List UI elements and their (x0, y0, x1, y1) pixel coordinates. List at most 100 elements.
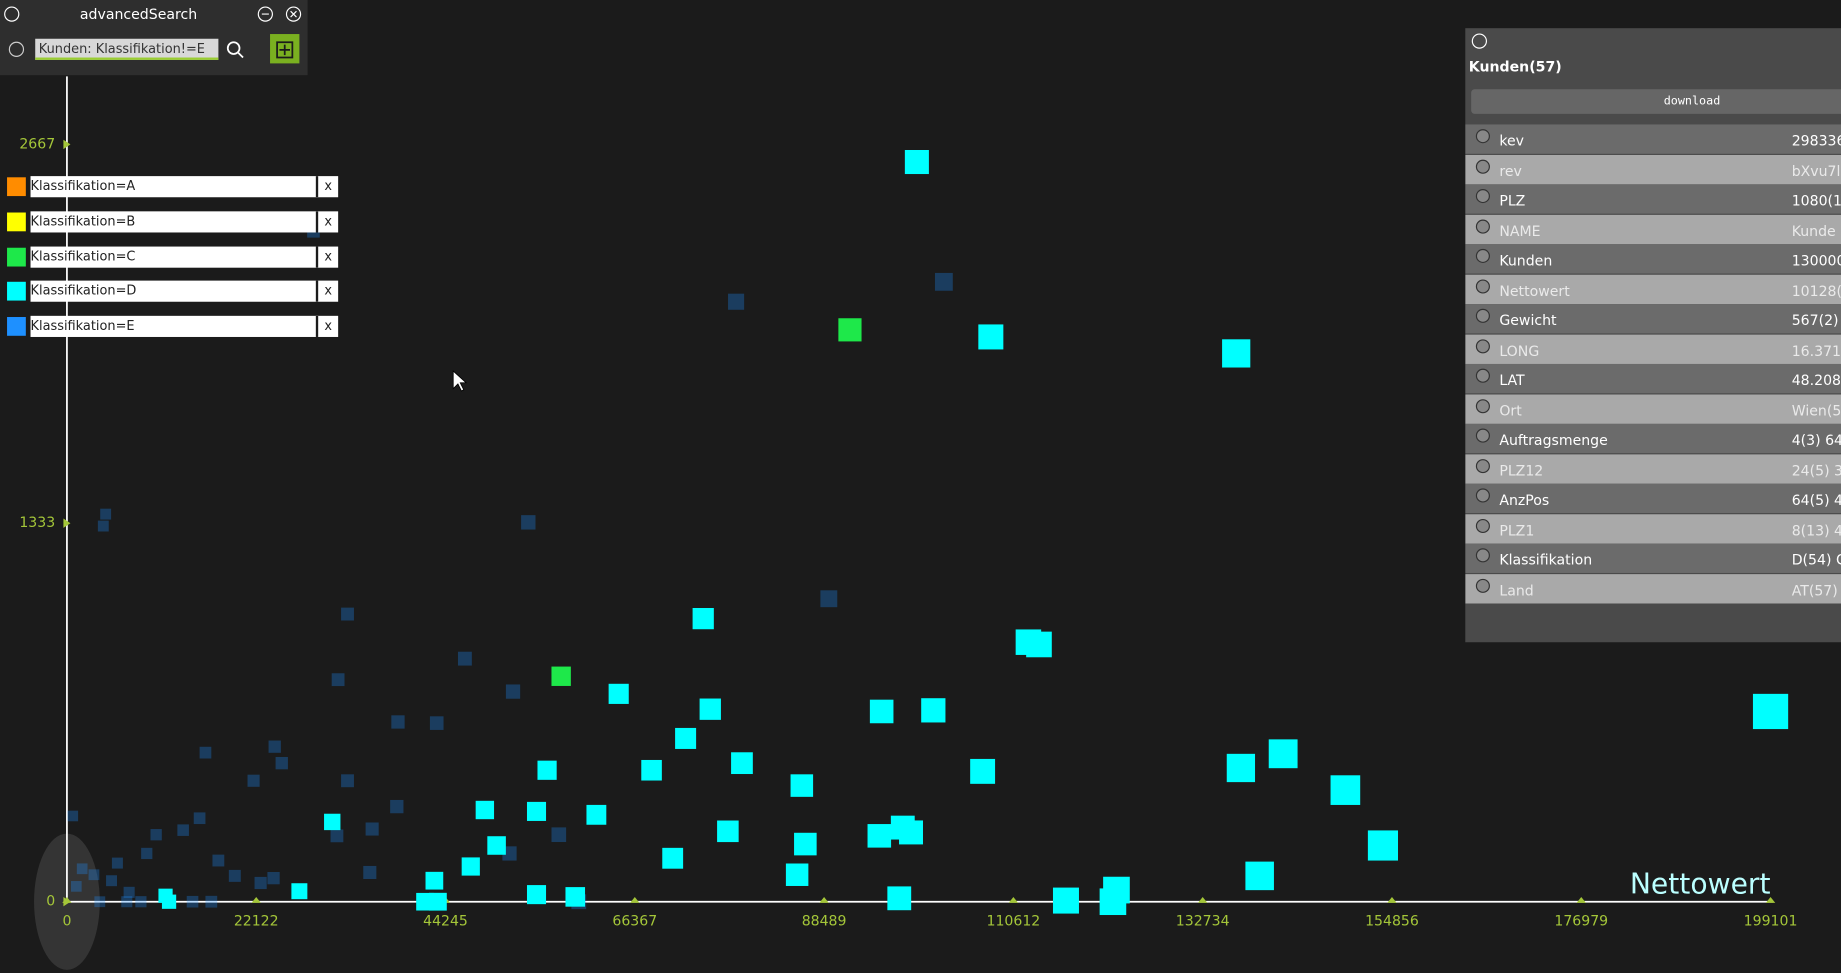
y-tick-label: 1333 (19, 515, 55, 531)
data-point (551, 666, 571, 686)
expand-icon[interactable] (1475, 129, 1490, 144)
data-point (94, 896, 106, 908)
expand-icon[interactable] (1475, 159, 1490, 174)
remove-filter[interactable]: x (315, 316, 339, 338)
data-point (731, 752, 753, 775)
info-icon[interactable] (4, 6, 20, 22)
data-point (67, 810, 79, 822)
field-value: 567(2) 8 (1791, 312, 1841, 329)
data-point (1222, 339, 1251, 368)
expand-icon[interactable] (1475, 218, 1490, 234)
data-point (247, 774, 260, 787)
expand-icon[interactable] (1475, 578, 1490, 593)
detail-row: NAME Kunde 3 (1465, 214, 1841, 244)
graph-icon[interactable] (8, 41, 25, 57)
data-point (1752, 693, 1789, 730)
data-point (324, 813, 341, 831)
remove-filter[interactable]: x (315, 281, 339, 303)
search-input[interactable]: Kunden: Klassifikation!=E (35, 38, 219, 60)
legend-swatch (7, 247, 26, 267)
data-point (228, 869, 241, 882)
field-value: 64(5) 4(3 (1791, 491, 1841, 509)
field-name: Ort (1499, 402, 1522, 419)
x-tick (630, 897, 640, 903)
data-point (867, 824, 892, 848)
expand-icon[interactable] (1475, 368, 1490, 383)
close-glyph (290, 10, 297, 18)
data-point (728, 293, 745, 310)
window-icons (4, 6, 302, 64)
data-point (641, 759, 662, 781)
expand-icon[interactable] (1475, 428, 1490, 443)
expand-icon[interactable] (1475, 398, 1490, 413)
x-tick (1008, 897, 1019, 903)
expand-icon[interactable] (1475, 518, 1490, 533)
expand-icon[interactable] (1475, 308, 1490, 323)
data-point (537, 760, 557, 780)
x-tick-label: 88489 (802, 914, 847, 930)
data-point (1052, 887, 1079, 914)
x-tick-label: 199101 (1744, 914, 1798, 930)
data-point (1268, 739, 1298, 769)
remove-filter[interactable]: x (315, 176, 339, 198)
expand-icon[interactable] (1475, 548, 1490, 563)
remove-filter[interactable]: x (315, 246, 339, 268)
detail-row: PLZ12 24(5) 33 (1465, 453, 1841, 484)
data-point (199, 746, 212, 759)
field-value: Kunde 3 (1791, 222, 1841, 239)
expand-icon[interactable] (1475, 278, 1490, 293)
y-tick-label: 2667 (19, 136, 55, 152)
field-name: Land (1499, 581, 1534, 599)
data-point (106, 875, 118, 887)
x-tick (62, 897, 72, 903)
minimize-button[interactable] (257, 6, 273, 22)
data-point (487, 836, 506, 855)
expand-icon[interactable] (1475, 458, 1490, 473)
data-point (331, 673, 345, 687)
expand-icon[interactable] (1475, 338, 1490, 353)
data-point (921, 698, 946, 723)
remove-filter[interactable]: x (315, 211, 339, 233)
field-name: AnzPos (1499, 491, 1550, 509)
data-point (135, 896, 147, 908)
data-point (341, 607, 354, 621)
data-point (790, 774, 814, 797)
data-point (205, 895, 218, 908)
x-tick-label: 66367 (612, 914, 657, 930)
filter-item: Klassifikation=A x (6, 176, 339, 198)
field-value: AT(57) (1791, 581, 1838, 599)
info-icon[interactable] (1471, 33, 1488, 49)
data-point (141, 847, 153, 860)
filter-item: Klassifikation=C x (6, 246, 339, 268)
field-name: Gewicht (1499, 312, 1557, 329)
data-point (521, 515, 536, 530)
x-tick (1387, 897, 1397, 903)
data-point (291, 883, 308, 900)
data-point (391, 715, 405, 729)
field-value: 24(5) 33 (1791, 462, 1841, 479)
data-point (887, 886, 912, 911)
download-button[interactable]: download (1471, 89, 1841, 114)
detail-row: PLZ1 8(13) 4( (1465, 513, 1841, 544)
x-tick (819, 897, 829, 903)
filter-item: Klassifikation=E x (6, 316, 339, 338)
data-point (123, 886, 135, 898)
legend-swatch (7, 282, 26, 302)
field-value: 48.2082 (1791, 372, 1841, 389)
field-value: 2983360 (1791, 132, 1841, 150)
data-point (502, 846, 517, 861)
expand-icon[interactable] (1475, 488, 1490, 503)
x-tick (251, 897, 261, 903)
close-button[interactable] (285, 6, 302, 22)
field-name: PLZ (1499, 192, 1526, 209)
expand-icon[interactable] (1475, 189, 1490, 204)
data-point (475, 800, 495, 820)
x-tick-label: 154856 (1365, 914, 1419, 930)
search-window: advancedSearch Kunden: Klassifikation!=E (0, 0, 308, 76)
data-point (692, 607, 714, 630)
data-point (429, 716, 444, 730)
expand-icon[interactable] (1475, 248, 1490, 264)
search-button[interactable] (226, 41, 241, 55)
field-name: Nettowert (1499, 282, 1570, 299)
